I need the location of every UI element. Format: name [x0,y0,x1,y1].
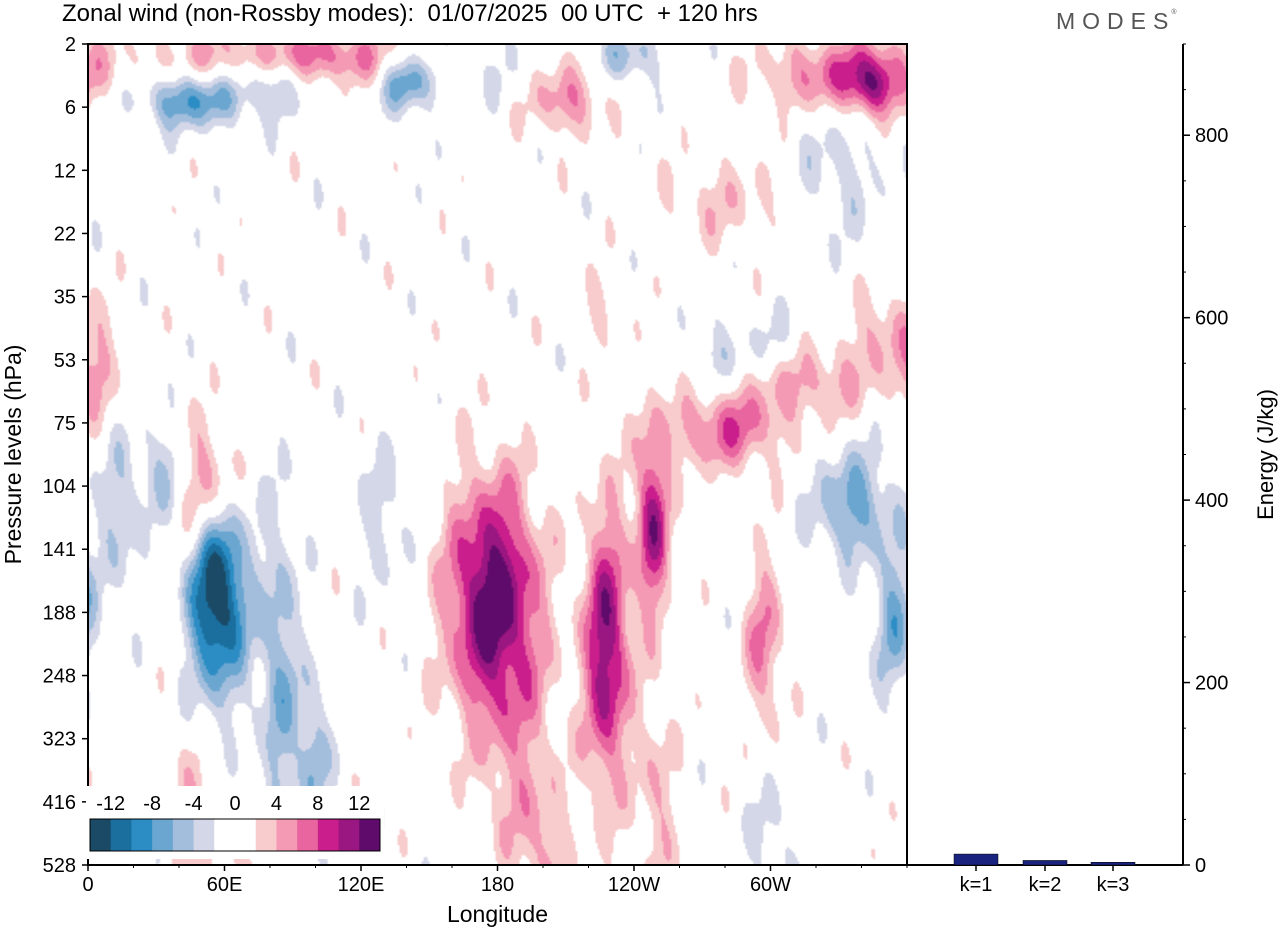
energy-tick-label: 200 [1195,673,1228,695]
colorbar-swatch [317,819,340,851]
colorbar-swatch [235,819,257,851]
x-tick-label: 60E [207,874,243,896]
colorbar-swatch [276,819,298,851]
colorbar-swatch [131,819,153,851]
colorbar-swatch [152,819,174,851]
colorbar-label: 0 [229,793,240,815]
energy-bar-k1 [953,853,999,866]
colorbar-swatch [338,819,360,851]
x-axis-label: Longitude [447,901,548,927]
colorbar: -12 -8 -4 0 4 8 12 [86,786,384,859]
y-tick-label: 248 [43,666,76,688]
y-tick-label: 12 [54,160,76,182]
colorbar-label: 4 [271,793,282,815]
energy-tick-label: 400 [1195,490,1228,512]
x-tick-label: 120E [338,874,385,896]
x-tick-label: 60W [750,874,791,896]
y-tick-label: 75 [54,413,76,435]
energy-category-label: k=3 [1097,874,1130,896]
energy-tick-label: 0 [1195,855,1206,877]
energy-tick-label: 800 [1195,125,1228,147]
colorbar-swatch [172,819,195,851]
energy-bar-k2 [1022,860,1068,866]
energy-bar-axes: 0 200 400 600 800 Energy (J/kg) k=1 k=2 k=3 [907,43,1278,896]
y-tick-label: 416 [43,792,76,814]
energy-category-label: k=1 [960,874,993,896]
y-axis-label: Pressure levels (hPa) [0,345,26,565]
colorbar-label: 12 [348,793,370,815]
y-tick-label: 104 [43,476,76,498]
colorbar-label: -12 [96,793,125,815]
y-tick-label: 323 [43,729,76,751]
modes-logo: MODES® [1056,8,1181,35]
colorbar-label: -4 [185,793,203,815]
logo-text: MODES [1056,8,1176,34]
heatmap-field [88,44,907,865]
y-tick-label: 141 [43,539,76,561]
colorbar-swatch [359,819,381,851]
y-tick-label: 22 [54,223,76,245]
x-tick-label: 180 [481,874,514,896]
colorbar-label: 8 [312,793,323,815]
y-tick-label: 53 [54,350,76,372]
energy-category-label: k=2 [1029,874,1062,896]
colorbar-swatch [297,819,319,851]
y-tick-label: 188 [43,602,76,624]
y-tick-label: 2 [65,34,76,56]
colorbar-swatch [255,819,277,851]
colorbar-swatch [193,819,215,851]
colorbar-swatch [110,819,132,851]
x-tick-label: 0 [82,874,93,896]
y-tick-label: 6 [65,97,76,119]
colorbar-swatch [214,819,236,851]
energy-bar-k3 [1090,862,1136,866]
energy-axis-label: Energy (J/kg) [1253,389,1278,520]
colorbar-label: -8 [143,793,161,815]
y-tick-label: 35 [54,287,76,309]
energy-tick-label: 600 [1195,308,1228,330]
x-tick-label: 120W [608,874,660,896]
colorbar-frame [89,818,381,852]
y-tick-label: 528 [43,855,76,877]
heatmap-axes: 0 60E 120E 180 120W 60W 2 6 12 22 35 53 75 104 141 188 2… [0,34,908,927]
registered-mark: ® [1171,9,1177,17]
chart-title: Zonal wind (non-Rossby modes): 01/07/202… [62,0,758,27]
colorbar-swatch [90,819,112,851]
